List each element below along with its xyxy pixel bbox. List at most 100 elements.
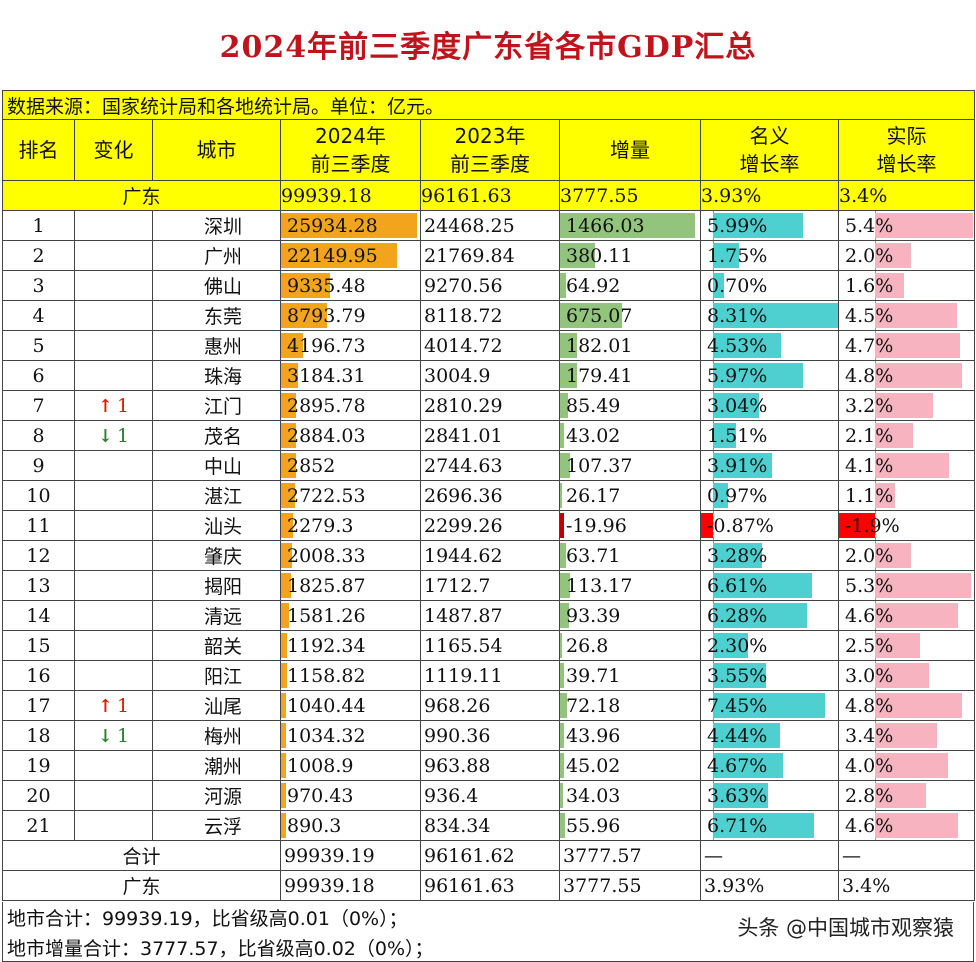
change-cell [74,210,153,241]
rank-cell: 7 [2,390,75,421]
change-value: 1 [117,694,130,717]
real-cell: 4.8% [837,360,976,391]
header-real: 实际 增长率 [837,119,976,181]
header-gdp2023-line2: 前三季度 [450,152,530,176]
gdp2024-cell: 1581.26 [280,600,421,631]
rank-cell: 1 [2,210,75,241]
gdp2024-cell-bar [281,753,287,778]
increase-cell-bar [560,513,564,538]
increase-cell-bar [560,693,567,718]
header-rank: 排名 [2,119,75,181]
real-cell-value: 2.8% [845,784,894,807]
gdp2024-cell-value: 1581.26 [287,604,366,627]
nominal-cell-bar [713,693,826,718]
gdp2024-cell-value: 1192.34 [287,634,366,657]
footer-line-1: 地市合计：99939.19，比省级高0.01（0%）； [7,908,408,930]
increase-cell: 93.39 [559,600,701,631]
nominal-cell-bar [713,663,767,688]
province-summary-row: 广东 99939.18 96161.63 3777.55 3.93% 3.4% [2,180,976,211]
change-cell [74,810,153,841]
source-note: 数据来源：国家统计局和各地统计局。单位：亿元。 [1,90,976,120]
increase-cell-value: 39.71 [566,664,621,687]
table-row: 9 中山 2852 2744.63 107.37 3.91% 4.1% [2,450,976,481]
gdp2024-cell-value: 1040.44 [287,694,366,717]
increase-cell-value: 26.8 [566,634,609,657]
table-row: 17 ↑ 1 汕尾 1040.44 968.26 72.18 7.45% 4.8% [2,690,976,721]
city-cell: 江门 [152,390,281,421]
real-cell-bar [875,573,972,598]
increase-cell: 179.41 [559,360,701,391]
real-cell: 3.2% [837,390,976,421]
increase-cell-value: 45.02 [566,754,621,777]
gdp2023-cell: 8118.72 [420,300,560,331]
header-gdp2024-line2: 前三季度 [310,152,391,176]
gdp2024-cell-bar [281,693,287,718]
gdp2024-cell: 1192.34 [280,630,421,661]
nominal-cell-value: 1.51% [707,424,768,447]
change-cell: ↓ 1 [74,420,153,451]
gdp2024-cell-value: 2852 [287,454,336,477]
table-row: 1 深圳 25934.28 24468.25 1466.03 5.99% 5.4% [2,210,976,241]
increase-cell-value: 380.11 [566,244,633,267]
real-cell-value: 2.1% [845,424,894,447]
increase-cell: 43.96 [559,720,701,751]
gdp-table: 数据来源：国家统计局和各地统计局。单位：亿元。 排名 变化 城市 2024年 前三… [1,90,976,901]
real-cell-bar [875,753,948,778]
gdp2024-cell-bar [281,393,297,418]
nominal-cell-value: 2.30% [707,634,768,657]
gdp2024-cell-value: 1158.82 [287,664,366,687]
change-cell [74,300,153,331]
real-cell-bar [875,423,914,448]
gdp2024-cell-bar [281,603,290,628]
nominal-cell: 4.44% [700,720,839,751]
table-row: 21 云浮 890.3 834.34 55.96 6.71% 4.6% [2,810,976,841]
total-row-label: 合计 [2,840,281,871]
nominal-cell: 1.75% [700,240,839,271]
change-cell [74,780,153,811]
gdp2024-cell-value: 2008.33 [287,544,366,567]
nominal-cell-bar [713,303,838,328]
increase-cell: 26.17 [559,480,701,511]
gdp2023-cell: 21769.84 [420,240,560,271]
gdp2023-cell: 9270.56 [420,270,560,301]
increase-cell: 64.92 [559,270,701,301]
nominal-cell-value: 7.45% [707,694,768,717]
gdp2023-cell: 3004.9 [420,360,560,391]
change-cell [74,240,153,271]
gdp2023-cell: 1119.11 [420,660,560,691]
nominal-cell-bar [713,213,804,238]
real-cell-bar [875,303,957,328]
increase-cell-value: -19.96 [566,514,627,537]
rank-cell: 17 [2,690,75,721]
real-cell-value: 3.2% [845,394,894,417]
gdp2024-cell-bar [281,543,292,568]
rank-cell: 21 [2,810,75,841]
change-cell [74,510,153,541]
increase-cell-value: 107.37 [566,454,633,477]
change-cell [74,540,153,571]
province-row-bottom-real: 3.4% [837,870,976,901]
footer-line-2: 地市增量合计：3777.57，比省级高0.02（0%）； [7,938,434,960]
change-cell [74,480,153,511]
rank-cell: 4 [2,300,75,331]
gdp2024-cell-bar [281,213,417,238]
gdp2024-cell: 2722.53 [280,480,421,511]
increase-cell-value: 113.17 [566,574,633,597]
nominal-cell-bar [713,393,759,418]
total-row-gdp2024: 99939.19 [280,840,421,871]
table-row: 18 ↓ 1 梅州 1034.32 990.36 43.96 4.44% 3.4% [2,720,976,751]
real-cell-value: 3.0% [845,664,894,687]
real-cell-bar [875,723,937,748]
gdp2024-cell-bar [281,723,287,748]
real-cell: 4.5% [837,300,976,331]
nominal-cell-bar [713,573,813,598]
real-cell-value: 4.7% [845,334,894,357]
nominal-cell: 8.31% [700,300,839,331]
gdp2024-cell-value: 3184.31 [287,364,366,387]
increase-cell-bar [560,783,564,808]
increase-cell-bar [560,753,565,778]
gdp2024-cell-value: 1825.87 [287,574,366,597]
increase-cell: 107.37 [559,450,701,481]
up-arrow-icon: ↑ [97,395,113,417]
increase-cell-value: 64.92 [566,274,621,297]
